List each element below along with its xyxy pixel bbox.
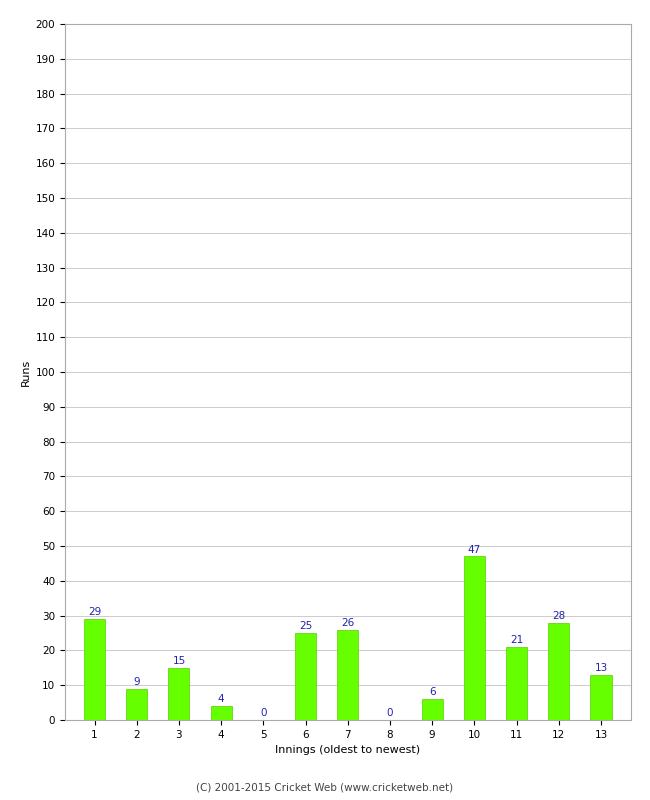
Bar <box>84 619 105 720</box>
Bar <box>168 668 190 720</box>
Bar <box>211 706 231 720</box>
Bar <box>295 633 316 720</box>
Text: 0: 0 <box>387 708 393 718</box>
Text: 13: 13 <box>594 663 608 673</box>
Text: 28: 28 <box>552 611 566 621</box>
Bar <box>464 557 485 720</box>
Text: 4: 4 <box>218 694 224 704</box>
Bar <box>337 630 358 720</box>
Text: 0: 0 <box>260 708 266 718</box>
Text: 25: 25 <box>299 622 312 631</box>
X-axis label: Innings (oldest to newest): Innings (oldest to newest) <box>275 746 421 755</box>
Text: 29: 29 <box>88 607 101 618</box>
Text: 6: 6 <box>429 687 436 698</box>
Text: 15: 15 <box>172 656 185 666</box>
Text: 47: 47 <box>468 545 481 554</box>
Y-axis label: Runs: Runs <box>21 358 31 386</box>
Bar <box>126 689 148 720</box>
Text: 9: 9 <box>133 677 140 687</box>
Bar <box>548 622 569 720</box>
Bar <box>506 647 527 720</box>
Bar <box>422 699 443 720</box>
Text: (C) 2001-2015 Cricket Web (www.cricketweb.net): (C) 2001-2015 Cricket Web (www.cricketwe… <box>196 782 454 792</box>
Bar <box>590 674 612 720</box>
Text: 26: 26 <box>341 618 354 628</box>
Text: 21: 21 <box>510 635 523 645</box>
